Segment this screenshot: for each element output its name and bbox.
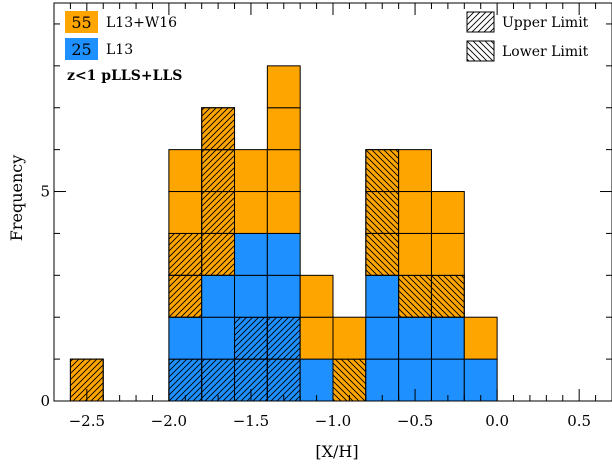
upper-limit-hatch (266, 316, 301, 360)
upper-limit-hatch (201, 107, 236, 151)
lower-limit-hatch (332, 358, 367, 402)
bar-cell-l13 (365, 358, 400, 402)
bar-cell-l13 (365, 316, 400, 360)
bar-cell-l13 (168, 316, 203, 360)
bar-cell-l13w16 (398, 191, 432, 234)
bar-cell-l13 (365, 274, 400, 318)
legend-label: L13 (106, 42, 133, 58)
bar-cell-l13w16 (463, 316, 498, 360)
lower-limit-hatch (365, 149, 400, 193)
bar-cell-l13 (234, 274, 268, 318)
lower-limit-legend-swatch (466, 40, 495, 62)
bar-cell-l13w16 (234, 149, 268, 193)
bar-cell-l13 (266, 232, 301, 276)
lower-limit-hatch (365, 191, 400, 234)
bar-cell-l13 (266, 274, 301, 318)
bar-cell-l13 (430, 316, 465, 360)
x-tick-label: 0.0 (485, 412, 509, 430)
bar-cell-l13 (463, 358, 498, 402)
lower-limit-hatch (365, 232, 400, 276)
x-tick-label: −0.5 (397, 412, 433, 430)
upper-limit-hatch (234, 316, 268, 360)
bar-cell-l13w16 (332, 316, 367, 360)
bar-cell-l13w16 (234, 191, 268, 234)
bar-cell-l13 (299, 358, 334, 402)
bar-cell-l13 (234, 232, 268, 276)
legend-swatch (65, 11, 98, 33)
upper-limit-hatch (266, 358, 301, 402)
x-tick-label: −2.5 (69, 412, 105, 430)
bar-cell-l13w16 (299, 274, 334, 318)
upper-limit-hatch (168, 358, 203, 402)
bar-cell-l13w16 (266, 191, 301, 234)
bar-cell-l13w16 (398, 232, 432, 276)
bar-cell-l13w16 (266, 107, 301, 151)
x-tick-label: −1.0 (315, 412, 351, 430)
bar-cell-l13 (201, 274, 236, 318)
legend-count: 25 (71, 40, 91, 59)
x-axis-title: [X/H] (315, 442, 358, 461)
legend-swatch (65, 38, 98, 60)
upper-limit-hatch (201, 232, 236, 276)
upper-limit-hatch (168, 232, 203, 276)
lower-limit-hatch (430, 274, 465, 318)
limit-legend-label: Upper Limit (502, 15, 589, 31)
y-tick-label: 5 (40, 183, 50, 201)
upper-limit-legend-swatch (466, 11, 495, 33)
upper-limit-hatch (201, 358, 236, 402)
bar-cell-l13w16 (168, 149, 203, 193)
bar-cell-l13w16 (266, 65, 301, 109)
bar-cell-l13 (201, 316, 236, 360)
subset-annotation: z<1 pLLS+LLS (67, 68, 182, 84)
bar-cell-l13w16 (168, 191, 203, 234)
upper-limit-hatch (201, 191, 236, 234)
legend-label: L13+W16 (106, 15, 177, 31)
y-axis-title: Frequency (7, 155, 26, 242)
bar-cell-l13w16 (430, 191, 465, 234)
bar-cell-l13w16 (299, 316, 334, 360)
y-tick-label: 0 (40, 392, 50, 410)
lower-limit-hatch (398, 274, 432, 318)
upper-limit-hatch (168, 274, 203, 318)
bar-cell-l13w16 (266, 149, 301, 193)
bar-cell-l13w16 (398, 149, 432, 193)
x-tick-label: −1.5 (233, 412, 269, 430)
bar-cell-l13w16 (430, 232, 465, 276)
limit-legend-label: Lower Limit (502, 44, 589, 60)
x-tick-label: −2.0 (151, 412, 187, 430)
bar-cell-l13 (398, 316, 432, 360)
bar-cell-l13 (430, 358, 465, 402)
upper-limit-hatch (201, 149, 236, 193)
legend-count: 55 (71, 13, 91, 32)
x-tick-label: 0.5 (567, 412, 591, 430)
